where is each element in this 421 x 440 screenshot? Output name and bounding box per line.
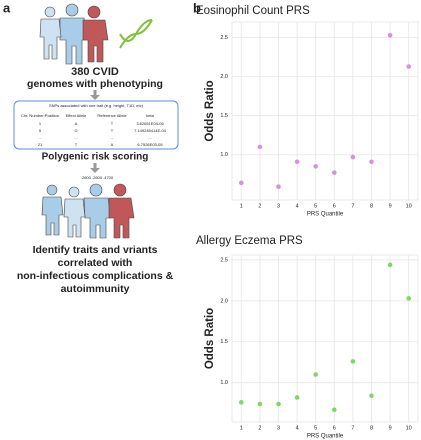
point	[313, 164, 319, 169]
point	[294, 395, 300, 400]
x-tick-label: 2	[258, 425, 261, 431]
x-tick-label: 10	[406, 203, 412, 209]
point	[313, 372, 319, 377]
x-tick-label: 5	[314, 425, 317, 431]
outcome-text: autoimmunity	[61, 283, 130, 295]
plot-area	[231, 21, 419, 201]
x-tick-label: 4	[296, 203, 299, 209]
y-tick-label: 1.5	[220, 339, 228, 345]
y-tick-label: 1.0	[220, 380, 228, 386]
arrow	[90, 168, 100, 173]
x-tick-label: 6	[333, 425, 336, 431]
chart-title: Allergy Eczema PRS	[196, 235, 303, 247]
point	[276, 401, 281, 407]
plot-area	[231, 254, 419, 423]
point	[350, 359, 356, 364]
scores: .2600 .2600 .4700	[81, 175, 114, 180]
table-title: SNPs associated with one trait (e.g. hei…	[49, 103, 144, 108]
outcome-text: correlated with	[58, 257, 133, 269]
table-cell: ...	[38, 135, 41, 140]
point	[406, 296, 412, 301]
table-cell: G	[74, 128, 77, 133]
x-axis-label: PRS Quantile	[307, 434, 344, 440]
x-tick-label: 6	[333, 203, 336, 209]
table-cell: 1	[39, 121, 42, 126]
point	[387, 262, 393, 268]
snp-table	[13, 100, 179, 150]
point	[294, 159, 300, 165]
point	[332, 407, 337, 413]
table-cell: ...	[110, 135, 113, 140]
panel-label: a	[3, 0, 11, 15]
y-tick-label: 2.0	[220, 74, 228, 80]
x-tick-label: 7	[351, 425, 354, 431]
point	[257, 401, 263, 407]
table-cell: T	[75, 142, 78, 147]
y-tick-label: 1.5	[220, 113, 228, 119]
point	[276, 184, 281, 190]
table-cell: T	[111, 121, 114, 126]
people-icon	[39, 3, 109, 65]
table-header: Reference Allele	[97, 113, 127, 118]
x-tick-label: 9	[389, 425, 392, 431]
x-tick-label: 3	[277, 203, 280, 209]
x-tick-label: 5	[314, 203, 317, 209]
people-icon	[41, 183, 135, 239]
x-tick-label: 10	[406, 425, 412, 431]
panel-label: b	[193, 0, 201, 15]
point	[406, 64, 412, 69]
x-tick-label: 1	[240, 203, 243, 209]
x-tick-label: 8	[370, 425, 373, 431]
point	[332, 170, 337, 175]
x-tick-label: 4	[296, 425, 299, 431]
table-cell: ...	[74, 135, 77, 140]
table-cell: 5	[39, 128, 42, 133]
table-cell: T	[111, 128, 114, 133]
point	[387, 32, 393, 38]
table-cell: 3.62651E04-06	[136, 121, 164, 126]
table-cell: A	[111, 142, 114, 147]
x-tick-label: 2	[258, 203, 261, 209]
point	[369, 159, 374, 165]
outcome-text: Identify traits and vriants	[33, 244, 158, 256]
step: Polygenic risk scoring	[42, 152, 149, 163]
y-tick-label: 1.0	[220, 152, 228, 158]
table-cell: 6.7526E03-05	[137, 142, 163, 147]
point	[257, 144, 263, 150]
x-axis-label: PRS Quantile	[307, 212, 344, 218]
table-cell: 21	[38, 142, 43, 147]
arrow	[90, 95, 100, 100]
table-header: Effect Allele	[66, 113, 88, 118]
x-tick-label: 3	[277, 425, 280, 431]
point	[350, 154, 356, 160]
table-cell: 7.149245414E-04	[134, 128, 167, 133]
x-tick-label: 1	[240, 425, 243, 431]
table-header: Chr. Number:Position	[21, 113, 59, 118]
outcome-text: non-infectious complications &	[17, 270, 174, 282]
dna-icon	[119, 19, 153, 49]
y-tick-label: 2.5	[220, 257, 228, 263]
point	[239, 400, 244, 405]
table-header: beta	[146, 113, 155, 118]
point	[239, 180, 244, 186]
y-tick-label: 2.5	[220, 35, 228, 41]
chart-title: Eosinophil Count PRS	[196, 5, 310, 17]
x-tick-label: 9	[389, 203, 392, 209]
y-tick-label: 2.0	[220, 298, 228, 304]
y-axis-label: Odds Ratio	[204, 80, 216, 141]
point	[369, 393, 374, 399]
x-tick-label: 7	[351, 203, 354, 209]
y-axis-label: Odds Ratio	[204, 308, 216, 369]
cohort-sub: genomes with phenotyping	[27, 78, 163, 90]
cohort: 380 CVID	[71, 66, 119, 78]
table-cell: ...	[148, 135, 151, 140]
table-cell: A	[75, 121, 78, 126]
x-tick-label: 8	[370, 203, 373, 209]
